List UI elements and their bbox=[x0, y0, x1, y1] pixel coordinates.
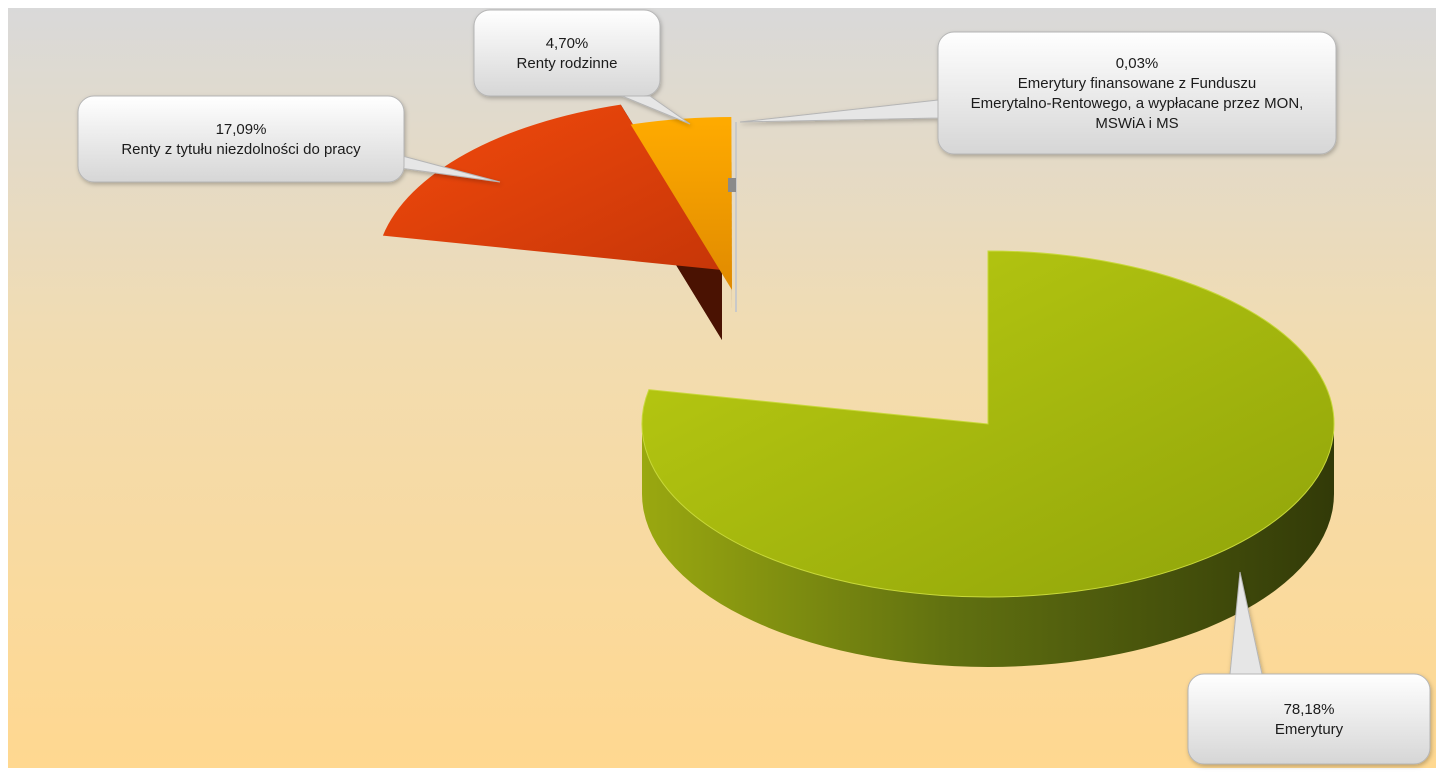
callout-box bbox=[1187, 673, 1431, 765]
data-label-0: 78,18% Emerytury bbox=[1187, 571, 1431, 765]
data-label-value: 17,09% bbox=[216, 121, 267, 138]
slice-side-emerytury bbox=[642, 424, 1334, 667]
data-labels: 78,18% Emerytury 17,09% Renty z tytułu niez… bbox=[77, 9, 1431, 765]
data-label-category: Emerytalno-Rentowego, a wypłacane przez … bbox=[971, 95, 1304, 112]
slice-renty-niezdolnosc bbox=[382, 104, 722, 270]
data-label-category: Emerytury finansowane z Funduszu bbox=[1018, 75, 1256, 92]
callout-box bbox=[937, 31, 1337, 155]
data-label-value: 78,18% bbox=[1284, 701, 1335, 718]
pie-slices bbox=[382, 104, 1335, 667]
slice-emerytury-mon bbox=[735, 122, 737, 312]
data-label-category: MSWiA i MS bbox=[1095, 115, 1178, 132]
slice-side-emerytury-mon bbox=[728, 178, 736, 192]
slice-renty-rodzinne bbox=[630, 117, 732, 290]
data-label-value: 0,03% bbox=[1116, 55, 1159, 72]
data-label-2: 4,70% Renty rodzinne bbox=[473, 9, 691, 125]
data-label-category: Renty z tytułu niezdolności do pracy bbox=[121, 141, 361, 158]
slice-emerytury bbox=[641, 250, 1335, 598]
callout-box bbox=[473, 9, 661, 97]
data-label-value: 4,70% bbox=[546, 35, 589, 52]
data-label-3: 0,03% Emerytury finansowane z Funduszu Eme… bbox=[739, 31, 1337, 155]
data-label-category: Emerytury bbox=[1275, 721, 1344, 738]
data-label-category: Renty rodzinne bbox=[517, 55, 618, 72]
callout-box bbox=[77, 95, 405, 183]
data-label-1: 17,09% Renty z tytułu niezdolności do pra… bbox=[77, 95, 501, 183]
